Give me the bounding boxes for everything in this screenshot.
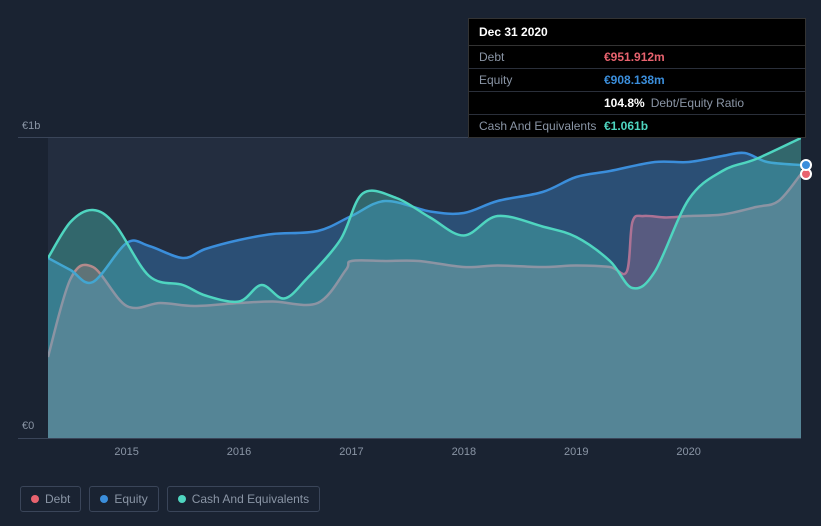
legend-item-debt[interactable]: Debt bbox=[20, 486, 81, 512]
x-tick-label: 2018 bbox=[452, 446, 476, 458]
tooltip-row-label: Equity bbox=[479, 73, 604, 87]
legend-label: Cash And Equivalents bbox=[192, 492, 309, 506]
tooltip-row-label: Cash And Equivalents bbox=[479, 119, 604, 133]
legend-dot-icon bbox=[100, 495, 108, 503]
y-tick-label: €1b bbox=[22, 120, 40, 132]
tooltip-row-value: 104.8% bbox=[604, 96, 645, 110]
tooltip-date: Dec 31 2020 bbox=[469, 19, 805, 46]
chart-svg bbox=[48, 138, 801, 438]
x-tick-label: 2016 bbox=[227, 446, 251, 458]
tooltip-row: Equity€908.138m bbox=[469, 69, 805, 92]
legend-dot-icon bbox=[31, 495, 39, 503]
tooltip-row-label bbox=[479, 96, 604, 110]
legend-item-equity[interactable]: Equity bbox=[89, 486, 158, 512]
legend-dot-icon bbox=[178, 495, 186, 503]
chart-legend: Debt Equity Cash And Equivalents bbox=[20, 486, 320, 512]
legend-item-cash[interactable]: Cash And Equivalents bbox=[167, 486, 320, 512]
x-tick-label: 2017 bbox=[339, 446, 363, 458]
tooltip-row: Cash And Equivalents€1.061b bbox=[469, 115, 805, 137]
tooltip-row-value: €1.061b bbox=[604, 119, 648, 133]
series-end-marker bbox=[800, 159, 812, 171]
tooltip-row-label: Debt bbox=[479, 50, 604, 64]
grid-line bbox=[18, 438, 801, 439]
debt-equity-chart: Dec 31 2020 Debt€951.912mEquity€908.138m… bbox=[0, 0, 821, 526]
x-tick-label: 2019 bbox=[564, 446, 588, 458]
tooltip-row-extra: Debt/Equity Ratio bbox=[651, 96, 744, 110]
y-tick-label: €0 bbox=[22, 420, 34, 432]
tooltip-row-value: €908.138m bbox=[604, 73, 665, 87]
tooltip-row-value: €951.912m bbox=[604, 50, 665, 64]
x-tick-label: 2015 bbox=[114, 446, 138, 458]
chart-tooltip: Dec 31 2020 Debt€951.912mEquity€908.138m… bbox=[468, 18, 806, 138]
tooltip-row: Debt€951.912m bbox=[469, 46, 805, 69]
tooltip-row: 104.8% Debt/Equity Ratio bbox=[469, 92, 805, 115]
legend-label: Debt bbox=[45, 492, 70, 506]
x-tick-label: 2020 bbox=[676, 446, 700, 458]
legend-label: Equity bbox=[114, 492, 147, 506]
